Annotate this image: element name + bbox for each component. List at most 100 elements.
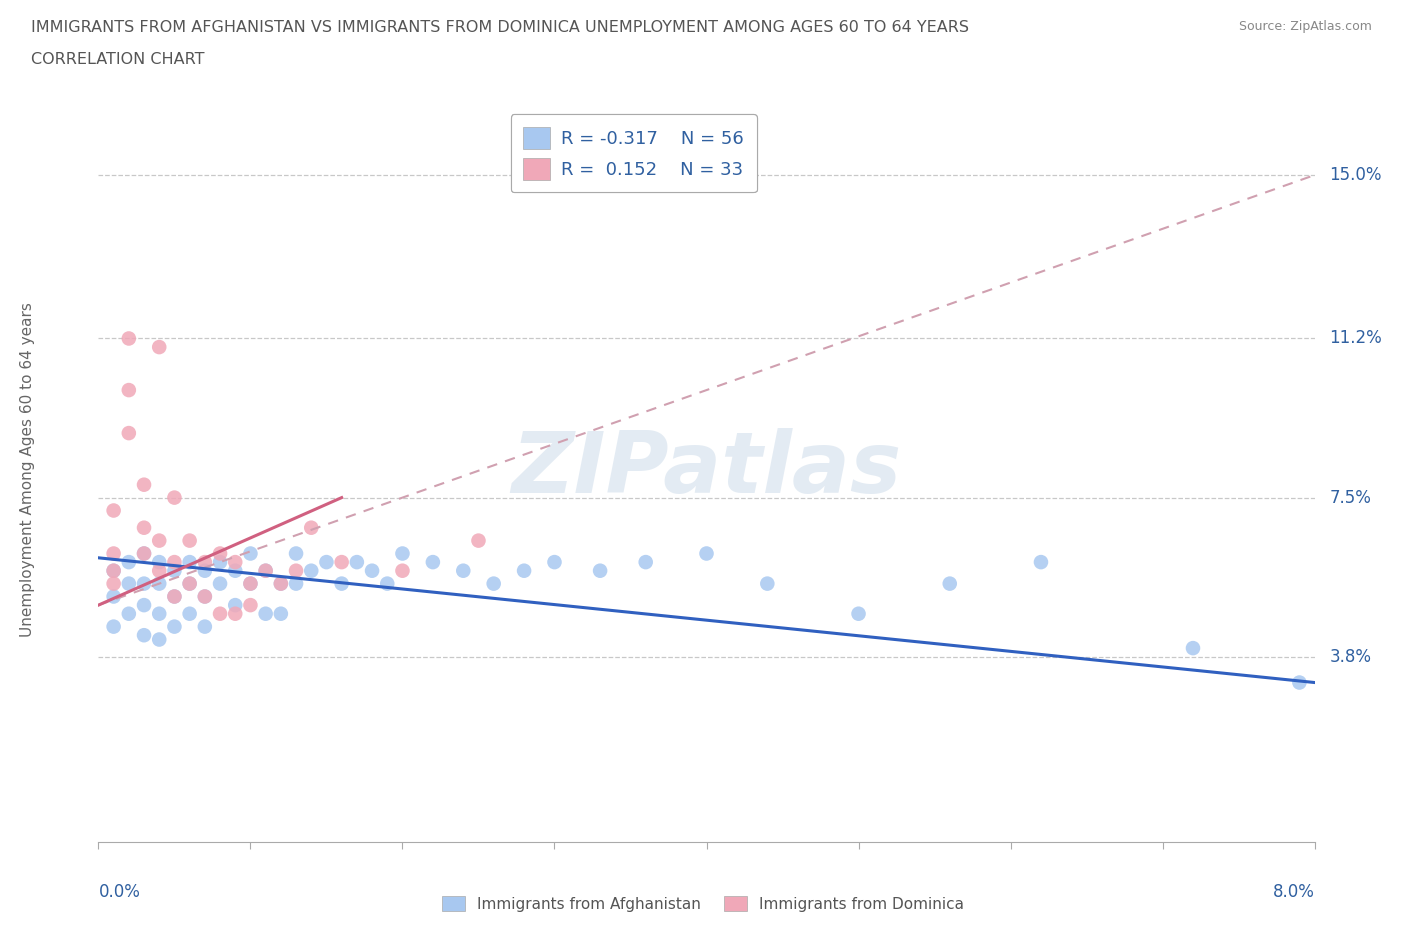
Point — [163, 564, 186, 578]
Point — [163, 589, 186, 604]
Point — [422, 554, 444, 569]
Point — [696, 546, 718, 561]
Point — [163, 554, 186, 569]
Text: 11.2%: 11.2% — [1329, 329, 1382, 348]
Point — [148, 554, 170, 569]
Point — [118, 426, 141, 441]
Point — [163, 619, 186, 634]
Point — [224, 564, 246, 578]
Point — [103, 564, 125, 578]
Text: 7.5%: 7.5% — [1329, 488, 1371, 507]
Point — [285, 577, 308, 591]
Point — [285, 564, 308, 578]
Point — [330, 577, 353, 591]
Point — [375, 577, 398, 591]
Text: 8.0%: 8.0% — [1272, 883, 1315, 900]
Text: CORRELATION CHART: CORRELATION CHART — [31, 52, 204, 67]
Point — [254, 564, 277, 578]
Point — [361, 564, 384, 578]
Legend: R = -0.317    N = 56, R =  0.152    N = 33: R = -0.317 N = 56, R = 0.152 N = 33 — [510, 114, 756, 193]
Point — [756, 577, 779, 591]
Point — [315, 554, 337, 569]
Point — [589, 564, 612, 578]
Point — [103, 619, 125, 634]
Legend: Immigrants from Afghanistan, Immigrants from Dominica: Immigrants from Afghanistan, Immigrants … — [436, 889, 970, 918]
Point — [103, 564, 125, 578]
Point — [194, 589, 217, 604]
Point — [254, 606, 277, 621]
Point — [270, 577, 292, 591]
Point — [194, 619, 217, 634]
Point — [209, 554, 232, 569]
Point — [224, 554, 246, 569]
Point — [179, 533, 201, 548]
Text: Unemployment Among Ages 60 to 64 years: Unemployment Among Ages 60 to 64 years — [20, 302, 35, 637]
Point — [209, 577, 232, 591]
Point — [634, 554, 657, 569]
Point — [148, 632, 170, 647]
Point — [179, 554, 201, 569]
Point — [132, 477, 155, 492]
Point — [224, 606, 246, 621]
Point — [270, 606, 292, 621]
Point — [453, 564, 475, 578]
Point — [132, 598, 155, 613]
Point — [1288, 675, 1310, 690]
Point — [132, 520, 155, 535]
Point — [118, 577, 141, 591]
Point — [543, 554, 565, 569]
Point — [194, 554, 217, 569]
Text: ZIPatlas: ZIPatlas — [512, 428, 901, 512]
Point — [148, 339, 170, 354]
Point — [239, 577, 262, 591]
Point — [285, 546, 308, 561]
Point — [179, 606, 201, 621]
Point — [179, 577, 201, 591]
Point — [194, 564, 217, 578]
Point — [148, 564, 170, 578]
Point — [118, 331, 141, 346]
Point — [848, 606, 870, 621]
Point — [148, 533, 170, 548]
Point — [330, 554, 353, 569]
Point — [179, 577, 201, 591]
Point — [118, 554, 141, 569]
Point — [299, 520, 322, 535]
Point — [132, 577, 155, 591]
Point — [163, 589, 186, 604]
Point — [224, 598, 246, 613]
Point — [118, 382, 141, 397]
Point — [103, 577, 125, 591]
Point — [148, 606, 170, 621]
Point — [939, 577, 962, 591]
Point — [239, 598, 262, 613]
Point — [299, 564, 322, 578]
Point — [194, 589, 217, 604]
Point — [270, 577, 292, 591]
Point — [482, 577, 505, 591]
Point — [239, 577, 262, 591]
Point — [132, 546, 155, 561]
Point — [1029, 554, 1052, 569]
Point — [132, 628, 155, 643]
Point — [1181, 641, 1204, 656]
Point — [163, 490, 186, 505]
Text: IMMIGRANTS FROM AFGHANISTAN VS IMMIGRANTS FROM DOMINICA UNEMPLOYMENT AMONG AGES : IMMIGRANTS FROM AFGHANISTAN VS IMMIGRANT… — [31, 20, 969, 35]
Text: 15.0%: 15.0% — [1329, 166, 1382, 184]
Point — [239, 546, 262, 561]
Point — [103, 546, 125, 561]
Point — [118, 606, 141, 621]
Point — [103, 589, 125, 604]
Point — [254, 564, 277, 578]
Point — [209, 546, 232, 561]
Text: 3.8%: 3.8% — [1329, 647, 1371, 666]
Text: 0.0%: 0.0% — [98, 883, 141, 900]
Point — [391, 546, 413, 561]
Point — [103, 503, 125, 518]
Point — [132, 546, 155, 561]
Point — [467, 533, 489, 548]
Point — [209, 606, 232, 621]
Point — [346, 554, 368, 569]
Point — [148, 577, 170, 591]
Text: Source: ZipAtlas.com: Source: ZipAtlas.com — [1239, 20, 1372, 33]
